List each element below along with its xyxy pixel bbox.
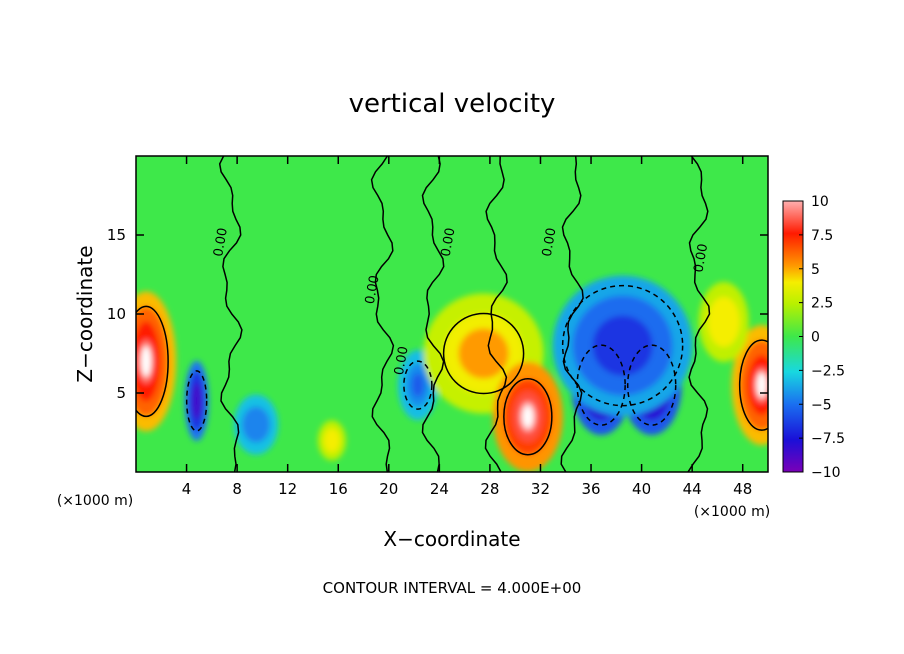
positive-contour-3	[442, 312, 525, 395]
positive-contour-2	[738, 339, 768, 431]
colorbar-tick-label-8: −10	[811, 465, 841, 481]
negative-contour-0	[185, 370, 208, 432]
contour-lines	[136, 156, 768, 472]
x-tick-label-5: 24	[430, 480, 449, 498]
zero-contour-0	[218, 156, 243, 472]
x-tick-label-10: 44	[683, 480, 702, 498]
feature-0-core	[141, 346, 152, 377]
x-tick-label-4: 20	[379, 480, 398, 498]
y-axis-label: Z−coordinate	[73, 245, 97, 382]
contour-label-5: 0.00	[691, 243, 711, 274]
contour-label-0: 0.00	[211, 227, 231, 258]
colorbar-tick-label-6: −5	[811, 397, 832, 413]
feature-2-level-1	[242, 406, 271, 443]
contour-label-3: 0.00	[439, 227, 459, 258]
feature-4-level-2	[411, 373, 424, 398]
zero-contour-5	[687, 156, 711, 472]
feature-9-level-2	[592, 315, 653, 376]
x-tick-label-7: 32	[531, 480, 550, 498]
feature-6-core	[522, 406, 533, 428]
x-tick-label-3: 16	[329, 480, 348, 498]
x-tick-label-6: 28	[480, 480, 499, 498]
y-axis-ticks: 5 10 15	[107, 226, 768, 402]
feature-3-level-1	[323, 428, 340, 453]
negative-contour-1	[403, 360, 433, 410]
positive-contour-0	[136, 305, 169, 418]
x-tick-label-1: 8	[232, 480, 242, 498]
x-unit-right: (×1000 m)	[694, 504, 770, 520]
x-tick-label-2: 12	[278, 480, 297, 498]
y-tick-label-1: 10	[107, 305, 126, 323]
contour-label-4: 0.00	[540, 227, 560, 258]
colorbar-tick-label-7: −7.5	[811, 431, 845, 447]
colorbar-tick-label-1: 7.5	[811, 228, 833, 244]
zero-contour-4	[560, 156, 584, 472]
colorbar-ticks: 10 7.5 5 2.5 0 −2.5 −5 −7.5 −10	[799, 194, 845, 481]
zero-contour-2	[421, 156, 445, 472]
y-tick-label-2: 15	[107, 226, 126, 244]
feature-11-level-1	[707, 296, 740, 347]
field-features	[136, 275, 768, 472]
colorbar-tick-label-4: 0	[811, 330, 820, 346]
plot-area	[136, 156, 768, 472]
x-tick-label-11: 48	[733, 480, 752, 498]
zero-contour-1	[370, 156, 395, 472]
colorbar-tick-label-0: 10	[811, 194, 829, 210]
x-axis-ticks: 4 8 12 16 20 24 28 32 36 40 44 48	[182, 156, 752, 498]
contour-label-2: 0.00	[392, 345, 412, 376]
contour-interval-note: CONTOUR INTERVAL = 4.000E+00	[323, 579, 582, 597]
negative-contour-4	[561, 284, 684, 407]
colorbar-tick-label-2: 5	[811, 262, 820, 278]
feature-10-core	[756, 372, 767, 398]
x-axis-label: X−coordinate	[383, 527, 520, 551]
feature-1-level-2	[191, 382, 202, 419]
contour-labels: 0.00 0.00 0.00 0.00 0.00 0.00	[211, 227, 711, 377]
feature-5-level-2	[458, 328, 509, 379]
contour-label-1: 0.00	[363, 274, 383, 305]
colorbar-tick-label-5: −2.5	[811, 363, 845, 379]
x-tick-label-9: 40	[632, 480, 651, 498]
negative-contour-3	[626, 344, 677, 426]
x-tick-label-0: 4	[182, 480, 192, 498]
y-tick-label-0: 5	[116, 384, 126, 402]
x-unit-left: (×1000 m)	[57, 493, 133, 509]
positive-contour-1	[503, 377, 553, 456]
chart-title: vertical velocity	[349, 89, 556, 119]
colorbar-tick-label-3: 2.5	[811, 296, 833, 312]
x-tick-label-8: 36	[581, 480, 600, 498]
